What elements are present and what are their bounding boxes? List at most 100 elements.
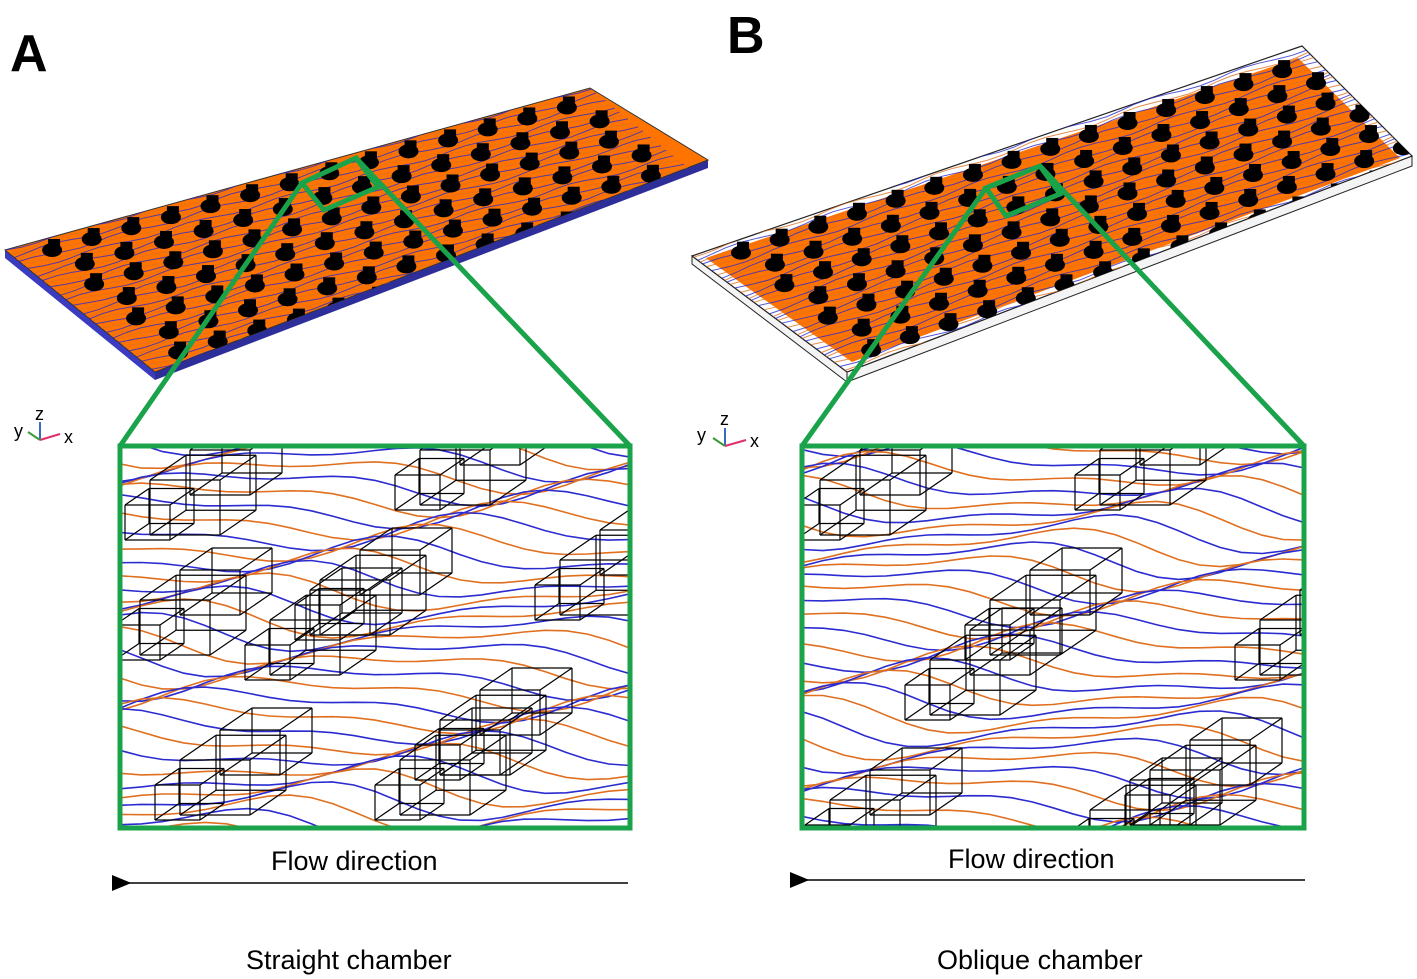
chamber-streamline (16, 95, 601, 261)
pillar (80, 252, 93, 261)
pillar (814, 286, 827, 295)
pillar (1166, 144, 1179, 153)
pillar-edge (439, 752, 473, 776)
pillar-edge (289, 663, 315, 681)
pillar-edge (279, 752, 313, 776)
pillar-edge (120, 643, 140, 658)
chamber-streamline (14, 92, 597, 259)
pillar (213, 330, 226, 339)
pillar (1287, 151, 1300, 160)
pillar-edge (1279, 663, 1304, 681)
pillar (857, 248, 870, 257)
pillar (852, 202, 865, 211)
pillar-edge (1234, 628, 1260, 646)
pillar-edge (139, 629, 177, 656)
pillar (1282, 105, 1295, 114)
axis-triad-a (27, 422, 61, 441)
pillar (1200, 156, 1213, 165)
pillar-edge (964, 643, 990, 661)
pillar (1007, 221, 1020, 230)
streamline (120, 572, 630, 612)
pillar (1118, 137, 1131, 146)
pillar-edge (394, 493, 420, 511)
pillar (1162, 99, 1175, 108)
chamber-streamline (729, 82, 1351, 285)
chamber-streamline (95, 163, 685, 325)
chamber-streamline (106, 168, 691, 333)
pillar-edge (1110, 854, 1134, 871)
pillar-edge (359, 527, 393, 551)
pillar (930, 247, 943, 256)
pillar (848, 227, 861, 236)
caption-straight-chamber: Straight chamber (246, 945, 452, 975)
pillar (964, 188, 977, 197)
axis-label-z-b: z (720, 409, 729, 429)
pillar-edge (399, 789, 437, 816)
pillar-edge (919, 472, 953, 496)
pillar (852, 273, 865, 282)
zoom-highlight-b (799, 162, 1306, 448)
pillar-edge (989, 574, 1027, 601)
pillar (814, 215, 827, 224)
pillar (809, 240, 822, 249)
pillar (164, 321, 177, 330)
pillar-edge (1124, 778, 1150, 796)
pillar-edge (1065, 854, 1089, 871)
streamline (120, 705, 630, 746)
pillar-edge (244, 663, 270, 681)
pillar (1176, 235, 1189, 244)
pillar (944, 313, 957, 322)
streamline (802, 487, 1304, 524)
pillar-edge (374, 768, 400, 786)
pillar (775, 228, 788, 237)
pillar-edge (219, 752, 253, 776)
zoom-highlight-a (117, 154, 632, 448)
pillar-edge (889, 509, 927, 536)
pillar-edge (1074, 458, 1100, 476)
pillar-edge (1259, 594, 1297, 621)
pillar-edge (964, 608, 990, 626)
pillar-edge (999, 689, 1037, 716)
pillar (1099, 261, 1112, 270)
chamber-streamline (823, 148, 1412, 356)
pillar (278, 198, 291, 207)
pillar (330, 252, 343, 261)
pillar (1128, 157, 1141, 166)
pillar-edge (124, 488, 150, 506)
pillar-edge (1029, 547, 1063, 571)
pillar-edge (1189, 802, 1223, 826)
axis-label-z-a: z (35, 404, 44, 424)
pillar (603, 224, 624, 239)
pillar-edge (534, 568, 560, 586)
pillar (1060, 274, 1073, 283)
pillar-edge (1149, 799, 1187, 826)
pillar (637, 144, 650, 153)
pillar (444, 129, 457, 138)
pillar-edge (859, 472, 893, 496)
pillar (174, 341, 187, 350)
pillar-edge (154, 768, 180, 786)
pillar (327, 207, 340, 216)
pillar (1205, 201, 1218, 210)
pillar (246, 184, 259, 193)
pillar-edge (969, 652, 1003, 676)
pillar (930, 176, 943, 185)
pillar (1234, 98, 1247, 107)
pillar-edge (1059, 629, 1097, 656)
pillar-edge (489, 479, 527, 506)
pillar-edge (369, 567, 403, 591)
flow-direction-label-b: Flow direction (948, 844, 1115, 874)
streamline (120, 523, 630, 562)
pillar-edge (539, 712, 573, 736)
pillar-edge (414, 763, 440, 781)
pillar (525, 152, 538, 161)
pillar-edge (579, 603, 605, 621)
pillar (524, 246, 545, 261)
pillar (978, 254, 991, 263)
pillar-edge (479, 667, 513, 691)
pillar-edge (1090, 840, 1126, 865)
pillar-edge (829, 774, 867, 801)
pillar-edge (459, 763, 485, 781)
streamline (120, 807, 630, 828)
